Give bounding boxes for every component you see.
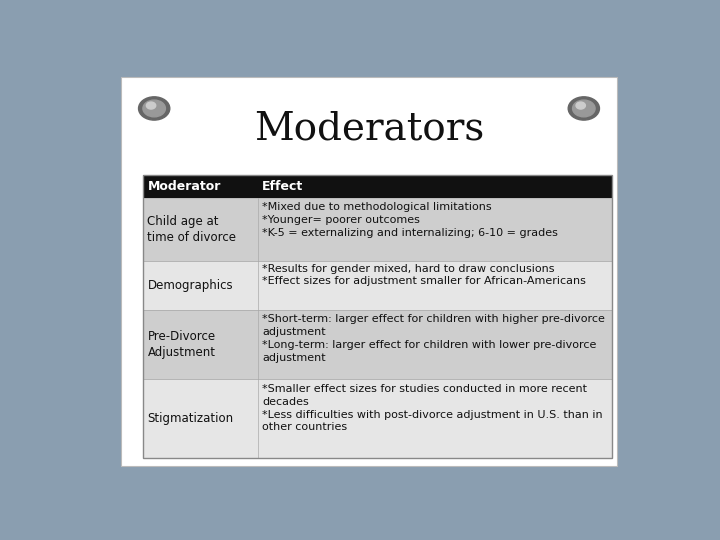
Text: *Results for gender mixed, hard to draw conclusions
*Effect sizes for adjustment: *Results for gender mixed, hard to draw …	[262, 264, 586, 286]
Text: Pre-Divorce
Adjustment: Pre-Divorce Adjustment	[148, 330, 215, 359]
Circle shape	[568, 97, 600, 120]
Text: *Mixed due to methodological limitations
*Younger= poorer outcomes
*K-5 = extern: *Mixed due to methodological limitations…	[262, 202, 558, 238]
Text: Child age at
time of divorce: Child age at time of divorce	[148, 215, 236, 244]
Text: Stigmatization: Stigmatization	[148, 412, 233, 425]
Text: Demographics: Demographics	[148, 279, 233, 292]
Circle shape	[572, 100, 595, 117]
FancyBboxPatch shape	[143, 379, 612, 458]
Text: Moderator: Moderator	[148, 180, 221, 193]
Text: *Short-term: larger effect for children with higher pre-divorce
adjustment
*Long: *Short-term: larger effect for children …	[262, 314, 606, 363]
FancyBboxPatch shape	[143, 175, 612, 198]
Circle shape	[576, 102, 585, 109]
Circle shape	[138, 97, 170, 120]
FancyBboxPatch shape	[143, 310, 612, 379]
Text: Effect: Effect	[262, 180, 304, 193]
Text: *Smaller effect sizes for studies conducted in more recent
decades
*Less difficu: *Smaller effect sizes for studies conduc…	[262, 384, 603, 433]
FancyBboxPatch shape	[143, 261, 612, 310]
FancyBboxPatch shape	[143, 198, 612, 261]
Circle shape	[143, 100, 166, 117]
Circle shape	[146, 102, 156, 109]
FancyBboxPatch shape	[121, 77, 617, 466]
Text: Moderators: Moderators	[254, 111, 484, 148]
